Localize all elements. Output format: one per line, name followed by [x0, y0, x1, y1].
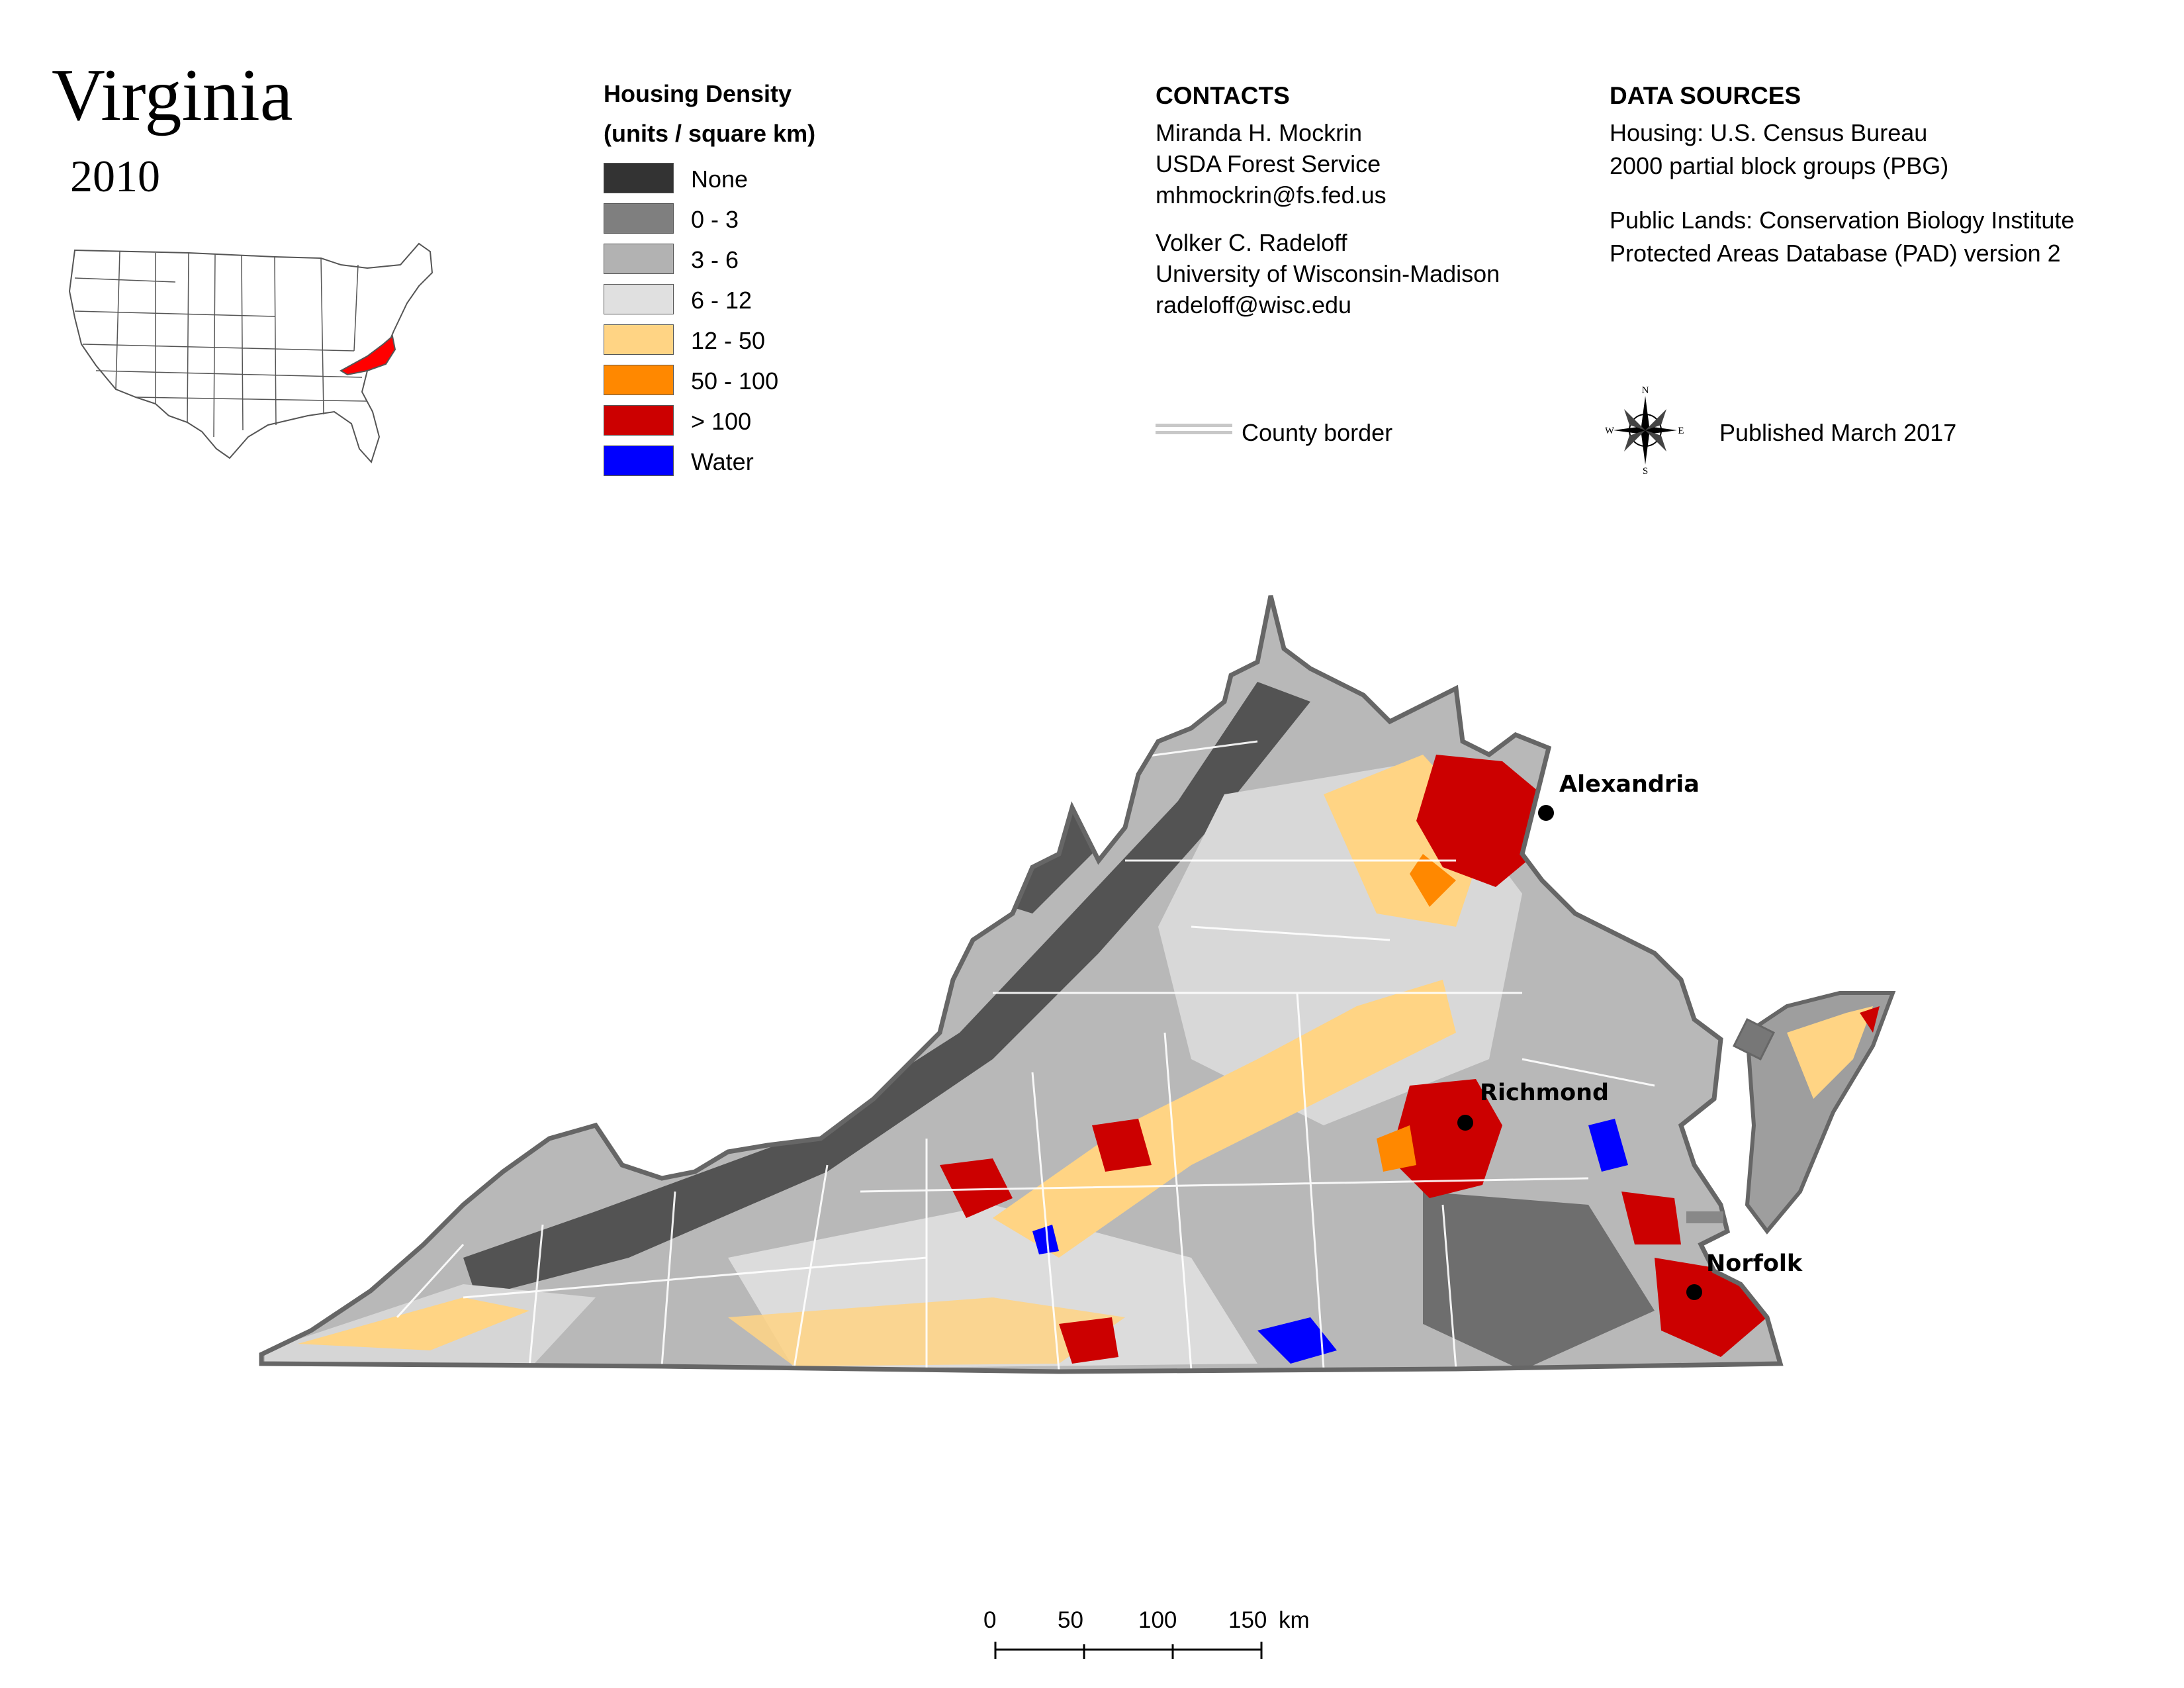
legend-swatch — [604, 203, 674, 234]
source-lands-1: Public Lands: Conservation Biology Insti… — [1610, 207, 2075, 234]
legend-label: 3 - 6 — [691, 246, 739, 273]
legend-label: > 100 — [691, 408, 752, 435]
scale-tick-0: 0 — [983, 1607, 997, 1633]
legend-title-line2: (units / square km) — [604, 120, 816, 147]
city-dot-norfolk — [1686, 1284, 1702, 1300]
legend-title-line1: Housing Density — [604, 80, 792, 107]
legend-swatch — [604, 244, 674, 274]
compass-n: N — [1642, 385, 1649, 396]
legend: Housing Density (units / square km) None… — [604, 82, 868, 487]
county-border-swatch — [1156, 424, 1232, 434]
legend-items: None 0 - 3 3 - 6 6 - 12 12 - 50 50 - 100 > 100… — [604, 163, 868, 487]
city-dot-richmond — [1457, 1115, 1473, 1131]
source-lands-2: Protected Areas Database (PAD) version 2 — [1610, 240, 2061, 267]
map-title: Virginia — [52, 54, 293, 136]
contact-org-2: University of Wisconsin-Madison — [1156, 260, 1500, 287]
legend-label: None — [691, 165, 749, 193]
scale-bar: 0 50 100 150 km — [979, 1602, 1337, 1675]
legend-swatch — [604, 324, 674, 355]
data-sources: DATA SOURCES Housing: U.S. Census Bureau… — [1610, 83, 2074, 265]
county-border-label: County border — [1242, 419, 1393, 446]
legend-swatch — [604, 445, 674, 476]
contact-name-2: Volker C. Radeloff — [1156, 229, 1347, 256]
virginia-inset — [339, 335, 396, 376]
legend-swatch — [604, 405, 674, 436]
legend-label: Water — [691, 448, 754, 475]
scale-bar-line — [994, 1642, 1263, 1659]
contacts: CONTACTS Miranda H. Mockrin USDA Forest … — [1156, 83, 1500, 317]
contact-email-2: radeloff@wisc.edu — [1156, 291, 1352, 318]
city-label-norfolk: Norfolk — [1706, 1250, 1803, 1277]
scale-tick-150: 150 — [1228, 1607, 1267, 1633]
us-inset-map — [68, 242, 433, 463]
source-housing-2: 2000 partial block groups (PBG) — [1610, 152, 1949, 179]
legend-swatch — [604, 163, 674, 193]
city-label-alexandria: Alexandria — [1559, 771, 1700, 798]
us-outline — [68, 242, 433, 463]
compass-rose-icon: N S W E — [1606, 385, 1684, 475]
scale-unit: km — [1279, 1607, 1310, 1633]
legend-label: 6 - 12 — [691, 287, 752, 314]
city-dot-alexandria — [1538, 805, 1554, 821]
compass-s: S — [1643, 466, 1648, 475]
legend-label: 12 - 50 — [691, 327, 766, 354]
contacts-heading: CONTACTS — [1156, 82, 1290, 109]
legend-label: 50 - 100 — [691, 367, 779, 395]
virginia-state-outline — [259, 595, 1784, 1374]
published-date: Published March 2017 — [1719, 419, 1957, 446]
compass-w: W — [1606, 426, 1615, 436]
contact-name-1: Miranda H. Mockrin — [1156, 119, 1363, 146]
map-year: 2010 — [70, 151, 160, 201]
scale-tick-100: 100 — [1138, 1607, 1177, 1633]
legend-label: 0 - 3 — [691, 206, 739, 233]
compass-e: E — [1678, 426, 1684, 436]
legend-swatch — [604, 365, 674, 395]
legend-swatch — [604, 284, 674, 314]
sources-heading: DATA SOURCES — [1610, 82, 1801, 109]
contact-org-1: USDA Forest Service — [1156, 150, 1381, 177]
source-housing-1: Housing: U.S. Census Bureau — [1610, 119, 1928, 146]
contact-email-1: mhmockrin@fs.fed.us — [1156, 181, 1387, 209]
eastern-shore — [1745, 991, 1896, 1235]
scale-tick-50: 50 — [1058, 1607, 1083, 1633]
city-label-richmond: Richmond — [1480, 1080, 1609, 1106]
